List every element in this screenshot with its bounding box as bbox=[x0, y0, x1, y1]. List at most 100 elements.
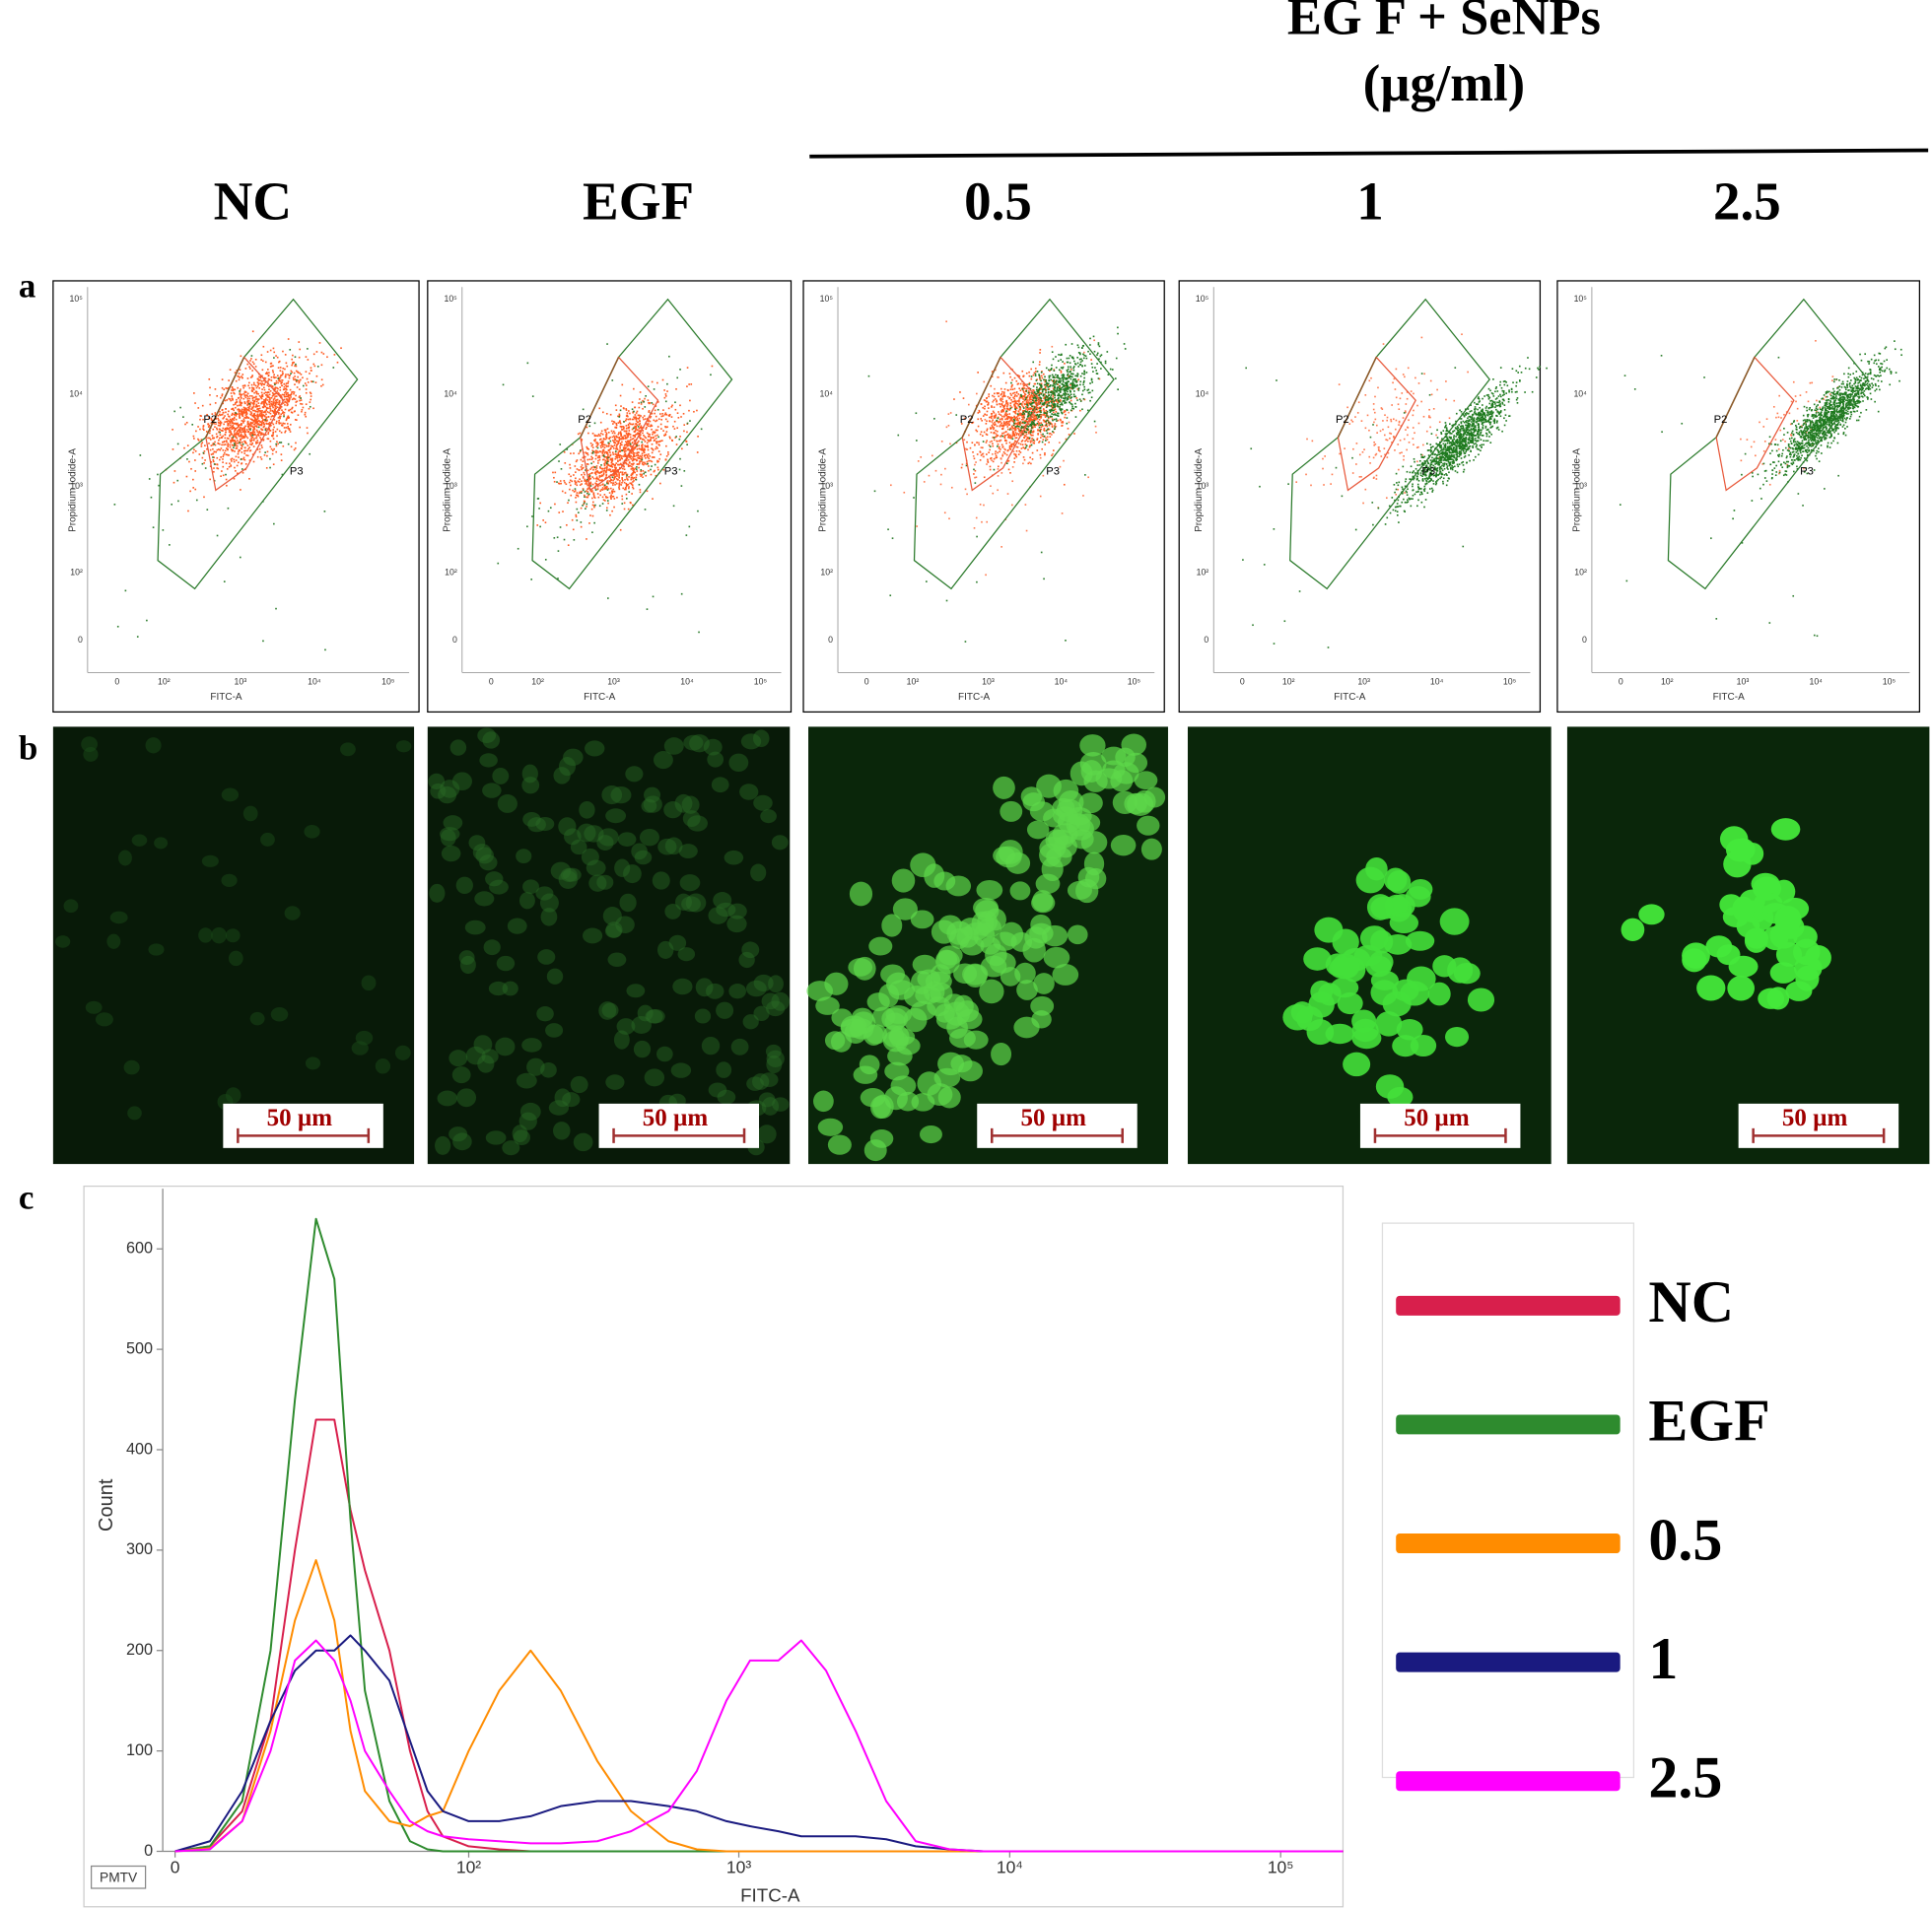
dot bbox=[233, 460, 236, 463]
dot bbox=[969, 446, 972, 449]
dot bbox=[236, 447, 239, 449]
dot bbox=[251, 409, 254, 412]
dot bbox=[974, 463, 976, 466]
dot bbox=[1079, 400, 1082, 402]
dot bbox=[1015, 379, 1018, 382]
dot bbox=[248, 381, 250, 384]
dot bbox=[1070, 369, 1072, 371]
dot bbox=[557, 550, 560, 552]
dot bbox=[222, 427, 225, 430]
dot bbox=[1034, 373, 1037, 375]
dot bbox=[1017, 410, 1020, 412]
dot bbox=[251, 406, 253, 409]
dot bbox=[592, 501, 594, 504]
dot bbox=[648, 440, 651, 442]
dot bbox=[1055, 425, 1058, 428]
dot bbox=[1009, 375, 1011, 378]
dot bbox=[250, 433, 252, 435]
dot bbox=[664, 434, 667, 437]
dot bbox=[596, 435, 599, 438]
dot bbox=[608, 492, 611, 494]
dot bbox=[982, 441, 985, 443]
dot bbox=[629, 418, 631, 421]
dot bbox=[249, 449, 252, 451]
dot bbox=[604, 500, 606, 502]
dot bbox=[979, 433, 982, 436]
dot bbox=[214, 426, 216, 429]
dot bbox=[634, 406, 637, 409]
dot bbox=[579, 491, 582, 494]
dot bbox=[1053, 382, 1055, 385]
dot bbox=[992, 436, 995, 439]
dot bbox=[279, 417, 281, 420]
dot bbox=[1043, 413, 1046, 416]
dot bbox=[260, 432, 263, 435]
dot bbox=[207, 437, 209, 440]
dot bbox=[236, 464, 239, 467]
dot bbox=[645, 453, 648, 456]
dot bbox=[209, 465, 212, 468]
dot bbox=[242, 386, 245, 389]
dot bbox=[1053, 369, 1056, 371]
dot bbox=[975, 516, 978, 519]
dot bbox=[604, 450, 607, 453]
dot bbox=[289, 388, 292, 391]
dot bbox=[682, 412, 685, 415]
dot bbox=[591, 531, 593, 533]
dot bbox=[993, 468, 996, 471]
dot bbox=[1013, 405, 1016, 407]
dot bbox=[252, 381, 255, 384]
dot bbox=[278, 399, 281, 402]
dot bbox=[1019, 389, 1022, 392]
dot bbox=[236, 427, 239, 429]
dot bbox=[641, 426, 643, 429]
dot bbox=[630, 463, 633, 465]
dot bbox=[589, 481, 592, 484]
dot bbox=[679, 457, 681, 460]
dot bbox=[639, 448, 642, 450]
dot bbox=[611, 466, 614, 468]
dot bbox=[1077, 366, 1080, 368]
dot bbox=[614, 472, 617, 474]
dot bbox=[1022, 407, 1025, 409]
dot bbox=[253, 412, 255, 415]
dot bbox=[1023, 429, 1026, 432]
dot bbox=[224, 399, 227, 402]
dot bbox=[1006, 433, 1009, 436]
dot bbox=[600, 464, 602, 466]
dot bbox=[1030, 368, 1032, 371]
dot bbox=[654, 412, 656, 415]
dot bbox=[234, 428, 237, 430]
dot bbox=[605, 471, 607, 474]
dot bbox=[1010, 394, 1012, 396]
dot bbox=[258, 405, 260, 407]
dot bbox=[685, 534, 688, 536]
dot bbox=[1000, 472, 1003, 474]
dot bbox=[283, 398, 286, 401]
dot bbox=[255, 396, 257, 398]
dot bbox=[242, 429, 243, 432]
dot bbox=[635, 423, 637, 425]
dot bbox=[632, 469, 634, 471]
dot bbox=[1066, 389, 1068, 391]
dot bbox=[264, 405, 267, 408]
dot bbox=[273, 447, 275, 450]
dot bbox=[617, 451, 620, 453]
dot bbox=[650, 437, 653, 439]
y-axis-label: Propidium Iodide-A bbox=[68, 448, 79, 532]
dot bbox=[594, 473, 597, 476]
dot bbox=[221, 414, 223, 416]
dot bbox=[604, 438, 607, 441]
dot bbox=[229, 398, 232, 400]
y-axis-label: Propidium Iodide-A bbox=[442, 448, 452, 532]
dot bbox=[1006, 426, 1009, 428]
dot bbox=[615, 435, 618, 438]
dot bbox=[299, 395, 302, 397]
dot bbox=[1003, 436, 1005, 439]
dot bbox=[1001, 433, 1004, 435]
dot bbox=[625, 418, 628, 420]
dot bbox=[1060, 359, 1063, 361]
dot bbox=[553, 476, 555, 479]
dot bbox=[1068, 411, 1070, 414]
dot bbox=[270, 376, 273, 378]
